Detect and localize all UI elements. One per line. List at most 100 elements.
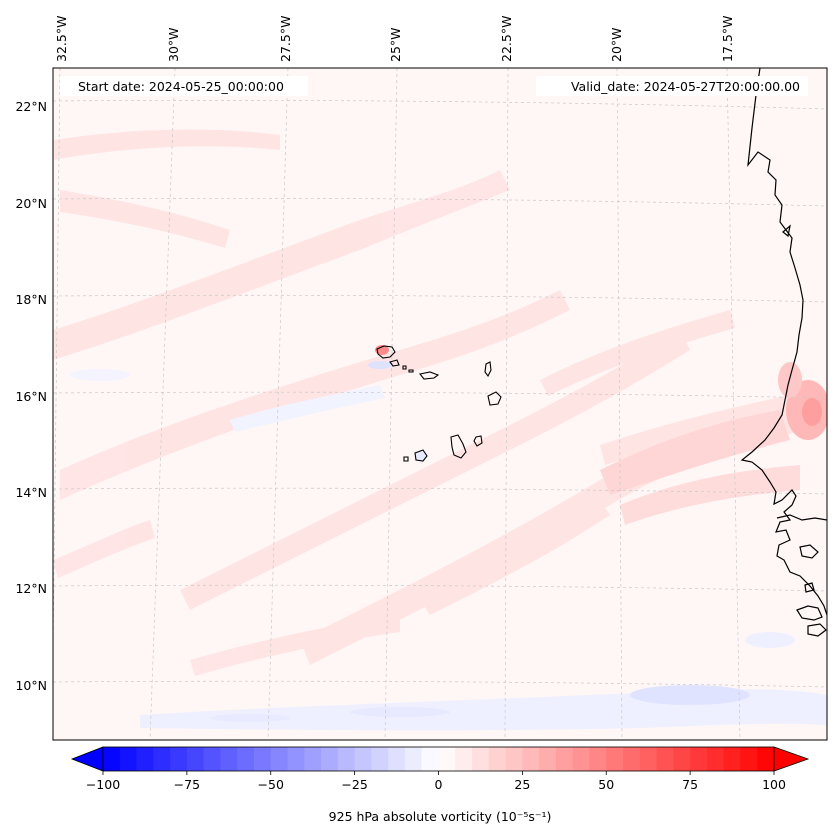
meridian-17-5w (726, 68, 741, 740)
colorbar-tick-label: 50 (598, 777, 614, 792)
parallel-10n (53, 680, 827, 688)
parallel-14n (53, 487, 827, 495)
colorbar: −100 −75 −50 −25 0 25 50 75 100 925 hPa absolute… (70, 746, 810, 824)
colorbar-segment (572, 747, 590, 771)
colorbar-segment (539, 747, 557, 771)
graticule (53, 68, 827, 740)
colorbar-segment (555, 747, 574, 771)
colorbar-segment (103, 747, 121, 771)
gambia-river-border (776, 514, 827, 521)
colorbar-tick-label: −25 (341, 777, 367, 792)
start-date-box: Start date: 2024-05-25_00:00:00 (60, 76, 308, 96)
colorbar-segment (337, 747, 356, 771)
island-maio (473, 435, 483, 447)
colorbar-segment (438, 747, 456, 771)
cabo-verde-islands (376, 345, 502, 462)
lat-label-16n: 16°N (15, 389, 47, 404)
colorbar-segment (237, 747, 255, 771)
colorbar-segment (673, 747, 691, 771)
colorbar-segment (270, 747, 288, 771)
colorbar-segment (690, 747, 708, 771)
colorbar-segment (186, 747, 205, 771)
lon-label-20w: 20°W (609, 27, 624, 62)
colorbar-segment (404, 747, 423, 771)
meridian-25w (384, 68, 398, 740)
lon-label-30w: 30°W (166, 27, 181, 62)
colorbar-segment (371, 747, 389, 771)
colorbar-segment (388, 747, 406, 771)
colorbar-segment (287, 747, 305, 771)
colorbar-segment (623, 747, 641, 771)
colorbar-segment (723, 747, 741, 771)
lon-label-22-5w: 22.5°W (499, 16, 514, 62)
meridian-20w (616, 68, 623, 740)
negative-vorticity-patches (70, 361, 827, 731)
lat-label-10n: 10°N (15, 678, 47, 693)
parallel-20n (53, 197, 827, 207)
parallel-12n (53, 584, 827, 592)
valid-date-label: Valid_date: 2024-05-27T20:00:00.00 (571, 79, 800, 94)
colorbar-segment (757, 747, 775, 771)
colorbar-segment (119, 747, 137, 771)
island-santa-luzia (402, 365, 407, 370)
island-sao-nicolau (419, 371, 440, 380)
map-area: Start date: 2024-05-25_00:00:00 Valid_da… (53, 68, 827, 740)
island-brava (403, 456, 409, 462)
lat-label-14n: 14°N (15, 485, 47, 500)
map-frame (52, 67, 828, 741)
island-boa-vista (487, 391, 502, 406)
bissagos-islet-4 (807, 623, 827, 637)
colorbar-segment (455, 747, 473, 771)
mainland-coast (740, 68, 827, 616)
colorbar-tick-label: 100 (762, 777, 786, 792)
island-fogo (414, 449, 428, 462)
moderate-positive-vorticity (375, 345, 827, 525)
colorbar-tick-label: −50 (258, 777, 284, 792)
lon-label-32-5w: 32.5°W (54, 16, 69, 62)
colorbar-tick-label: −75 (174, 777, 200, 792)
colorbar-segment (639, 747, 657, 771)
colorbar-tick-label: 0 (435, 777, 443, 792)
bissagos-islet-3 (796, 605, 823, 621)
colorbar-extend-high (773, 746, 810, 772)
meridian-22-5w (504, 68, 509, 740)
lat-label-20n: 20°N (15, 196, 47, 211)
colorbar-tick-label: −100 (86, 777, 120, 792)
lat-label-18n: 18°N (15, 292, 47, 307)
colorbar-segment (522, 747, 540, 771)
lat-label-12n: 12°N (15, 581, 47, 596)
colorbar-segment (488, 747, 506, 771)
meridian-27-5w (267, 68, 289, 740)
bissagos-islet-1 (799, 544, 819, 559)
colorbar-segment (740, 747, 758, 771)
colorbar-segment (153, 747, 171, 771)
colorbar-segment (505, 747, 523, 771)
colorbar-segment (421, 747, 439, 771)
colorbar-segment (170, 747, 188, 771)
island-sao-vicente (389, 359, 400, 367)
colorbar-segment (220, 747, 238, 771)
colorbar-segment (354, 747, 372, 771)
colorbar-label: 925 hPa absolute vorticity (10⁻⁵s⁻¹) (329, 809, 552, 824)
colorbar-segment (706, 747, 725, 771)
banc-d-arguin-islet (782, 224, 791, 238)
vorticity-background-field (53, 68, 827, 740)
lon-label-25w: 25°W (388, 27, 403, 62)
bissagos-islet-2 (804, 582, 815, 593)
colorbar-tick-label: 25 (514, 777, 530, 792)
colorbar-segment (606, 747, 624, 771)
colorbar-segment (304, 747, 322, 771)
parallel-16n (53, 391, 827, 399)
lat-label-22n: 22°N (15, 99, 47, 114)
islet-razo (408, 369, 414, 373)
parallel-18n (53, 294, 827, 303)
start-date-label: Start date: 2024-05-25_00:00:00 (78, 79, 284, 94)
colorbar-tick-label: 75 (682, 777, 698, 792)
colorbar-segment (472, 747, 490, 771)
lon-label-17-5w: 17.5°W (720, 16, 735, 62)
colorbar-ticks: −100 −75 −50 −25 0 25 50 75 100 (86, 771, 786, 792)
colorbar-segment (589, 747, 607, 771)
colorbar-extend-low (70, 746, 104, 772)
colorbar-segment (203, 747, 221, 771)
